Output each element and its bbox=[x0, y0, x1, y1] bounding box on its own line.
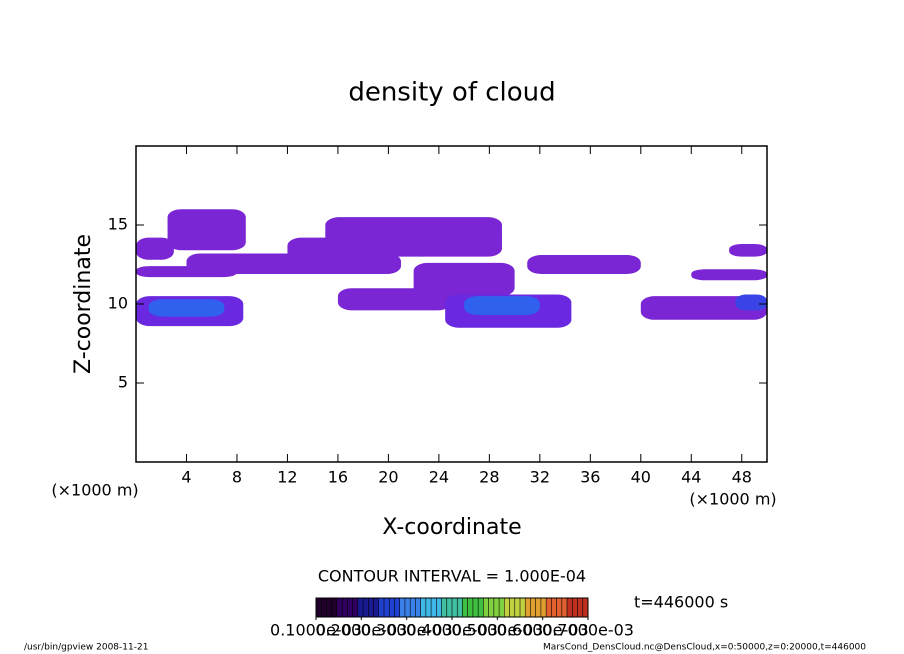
x-axis-label: X-coordinate bbox=[382, 515, 521, 540]
cloud-region bbox=[691, 269, 767, 281]
x-tick-label: 16 bbox=[328, 468, 348, 487]
x-tick-label: 24 bbox=[429, 468, 449, 487]
cloud-region bbox=[735, 294, 767, 311]
x-tick-label: 20 bbox=[378, 468, 398, 487]
y-tick-label: 10 bbox=[108, 294, 128, 313]
x-tick-label: 28 bbox=[479, 468, 499, 487]
x-tick-label: 12 bbox=[277, 468, 297, 487]
x-tick-label: 32 bbox=[530, 468, 550, 487]
colorbar-label: 0.2000e-03 bbox=[315, 621, 407, 640]
x-tick-label: 8 bbox=[232, 468, 242, 487]
x-tick-label: 44 bbox=[681, 468, 701, 487]
footer-right: MarsCond_DensCloud.nc@DensCloud,x=0:5000… bbox=[543, 643, 866, 653]
cloud-region bbox=[729, 243, 767, 257]
cloud-region bbox=[325, 217, 502, 257]
x-tick-label: 48 bbox=[732, 468, 752, 487]
colorbar-label: 0.7000e-03 bbox=[542, 621, 634, 640]
y-tick-label: 5 bbox=[118, 373, 128, 392]
colorbar-label: 0.6000e-03 bbox=[497, 621, 589, 640]
colorbar-label: 0.3000e-03 bbox=[361, 621, 453, 640]
colorbar-label: 0.1000e-03 bbox=[270, 621, 362, 640]
cloud-region bbox=[148, 299, 225, 317]
y-axis-label: Z-coordinate bbox=[71, 234, 96, 374]
contour-field bbox=[136, 209, 767, 328]
cloud-region bbox=[167, 209, 246, 251]
cloud-region bbox=[527, 255, 641, 274]
x-tick-label: 36 bbox=[580, 468, 600, 487]
time-label: t=446000 s bbox=[634, 593, 728, 612]
footer-left: /usr/bin/gpview 2008-11-21 bbox=[24, 643, 148, 653]
cloud-region bbox=[136, 237, 174, 260]
y-tick-label: 15 bbox=[108, 215, 128, 234]
cloud-region bbox=[464, 296, 540, 316]
colorbar-label: 0.5000e-03 bbox=[451, 621, 543, 640]
cloud-region bbox=[413, 262, 515, 297]
contour-interval: CONTOUR INTERVAL = 1.000E-04 bbox=[318, 567, 586, 586]
chart-title: density of cloud bbox=[348, 78, 555, 108]
x-tick-label: 40 bbox=[631, 468, 651, 487]
x-unit-label: (×1000 m) bbox=[51, 481, 138, 500]
colorbar-label: 0.4000e-03 bbox=[406, 621, 498, 640]
x-unit-label: (×1000 m) bbox=[689, 490, 776, 509]
x-tick-label: 4 bbox=[181, 468, 191, 487]
